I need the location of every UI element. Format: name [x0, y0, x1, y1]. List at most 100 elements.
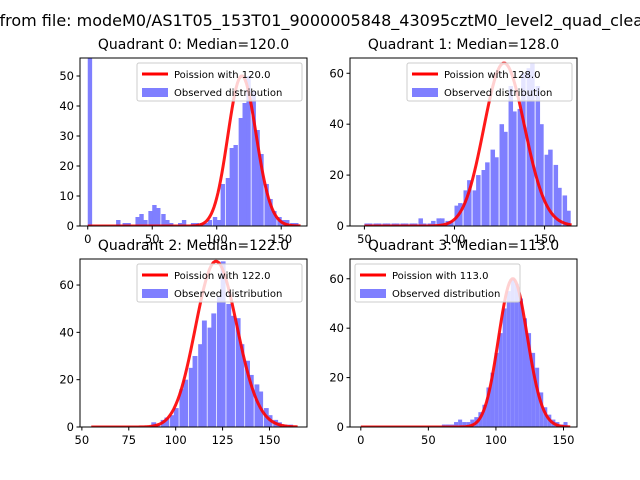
histogram-bar [454, 422, 459, 427]
histogram-bar [481, 170, 487, 226]
histogram-bar [566, 210, 571, 226]
y-tick-label: 60 [59, 278, 74, 292]
histogram-bar [238, 118, 244, 226]
poisson-curve [364, 61, 572, 226]
panel-title: Quadrant 3: Median=113.0 [368, 238, 559, 254]
axes-frame [79, 57, 308, 227]
panel-quadrant-0: 0 50 100 150 0 10 20 30 40 50 Quadrant 0: Median=1… [59, 37, 308, 246]
histogram-bar [498, 333, 503, 427]
histogram-bar [207, 327, 213, 427]
y-tick-label: 40 [329, 117, 344, 131]
histogram-bar [562, 195, 568, 226]
histogram-bar [198, 344, 204, 427]
plot-area [91, 259, 298, 427]
histogram-bar [499, 124, 505, 226]
y-tick-label: 40 [59, 99, 74, 113]
y-tick-label: 60 [329, 66, 344, 80]
histogram-bar [164, 417, 170, 427]
histogram-bar [476, 175, 481, 226]
y-tick-label: 40 [329, 321, 344, 335]
x-tick-label: 150 [553, 433, 575, 447]
legend: Poission with 122.0 Observed distribution [136, 263, 303, 303]
histogram-bar [285, 220, 290, 226]
x-tick-label: 125 [212, 433, 234, 447]
y-tick-label: 60 [329, 272, 344, 286]
legend-box [136, 62, 303, 102]
histogram-bar [212, 217, 218, 226]
histogram-bar [512, 111, 517, 226]
x-tick-label: 100 [206, 232, 228, 246]
histogram-bar [535, 367, 540, 427]
histogram-bar [254, 384, 260, 427]
histogram-bar [165, 220, 170, 226]
histogram-bar [535, 86, 541, 226]
histogram-bar [472, 190, 478, 226]
histogram-bar [539, 392, 544, 427]
histogram-bar [188, 367, 194, 427]
poisson-curve [91, 259, 298, 427]
histogram-bar [255, 130, 260, 226]
histogram-bar [440, 218, 445, 226]
axes-frame [79, 258, 308, 428]
histogram-bar [203, 223, 209, 226]
histogram-bar [514, 283, 519, 427]
histogram-bar [183, 379, 189, 427]
histogram-bar [192, 356, 198, 427]
histogram-bar [87, 58, 93, 226]
histogram-bar [245, 360, 250, 427]
legend-patch-swatch [412, 88, 438, 97]
histogram-bar [207, 220, 213, 226]
histogram-bar [179, 389, 185, 427]
histogram-bar [225, 178, 231, 226]
panel-title: Quadrant 2: Median=122.0 [98, 238, 289, 254]
histogram-bar [170, 415, 175, 427]
y-tick-label: 0 [67, 219, 74, 233]
legend-label-observed: Observed distribution [174, 88, 282, 99]
histogram-bar [530, 63, 535, 226]
histogram-bar [458, 419, 463, 427]
legend-label-observed: Observed distribution [444, 88, 552, 99]
histogram-bar [181, 220, 187, 226]
legend: Poission with 113.0 Observed distribution [354, 263, 521, 303]
legend-label-poisson: Poission with 113.0 [392, 271, 488, 282]
panel-quadrant-2: 50 75 100 125 150 0 20 40 60 Quadrant 2: Median=1… [59, 238, 308, 447]
histogram-bar [135, 217, 140, 226]
histogram-bar [463, 190, 468, 226]
y-tick-label: 40 [59, 325, 74, 339]
histogram-bar [539, 124, 544, 226]
histogram-bar [449, 220, 454, 226]
legend-patch-swatch [360, 289, 386, 298]
histogram-bar [563, 422, 568, 427]
legend-patch-swatch [142, 289, 168, 298]
histogram-bar [216, 220, 222, 226]
histogram-bar [259, 154, 264, 226]
histogram-bar [436, 218, 441, 226]
y-tick-label: 10 [59, 189, 74, 203]
legend-patch-swatch [142, 88, 168, 97]
panel-title: Quadrant 1: Median=128.0 [368, 37, 559, 53]
histogram-bar [508, 86, 514, 226]
histogram-bar [503, 131, 508, 226]
panel-quadrant-3: 0 50 100 150 0 20 40 60 Quadrant 3: Median=113.0… [329, 238, 578, 447]
histogram-bar [544, 154, 550, 226]
histogram-bar [553, 164, 559, 226]
legend-box [406, 62, 573, 102]
histogram-bar [467, 180, 472, 226]
y-tick-label: 20 [59, 159, 74, 173]
histogram-bar [548, 149, 553, 226]
histogram-bar [418, 218, 423, 226]
x-tick-label: 150 [270, 232, 292, 246]
histogram-bar [246, 76, 251, 226]
x-tick-label: 50 [75, 433, 90, 447]
y-tick-label: 0 [67, 420, 74, 434]
histogram-bar [230, 315, 235, 427]
y-tick-label: 30 [59, 129, 74, 143]
histogram-bar [220, 184, 225, 226]
y-tick-label: 20 [329, 168, 344, 182]
histogram-bar [173, 408, 179, 427]
histogram-bar [510, 278, 515, 427]
histogram-bar [506, 291, 511, 427]
x-tick-label: 50 [357, 232, 372, 246]
legend-label-poisson: Poission with 122.0 [174, 271, 270, 282]
